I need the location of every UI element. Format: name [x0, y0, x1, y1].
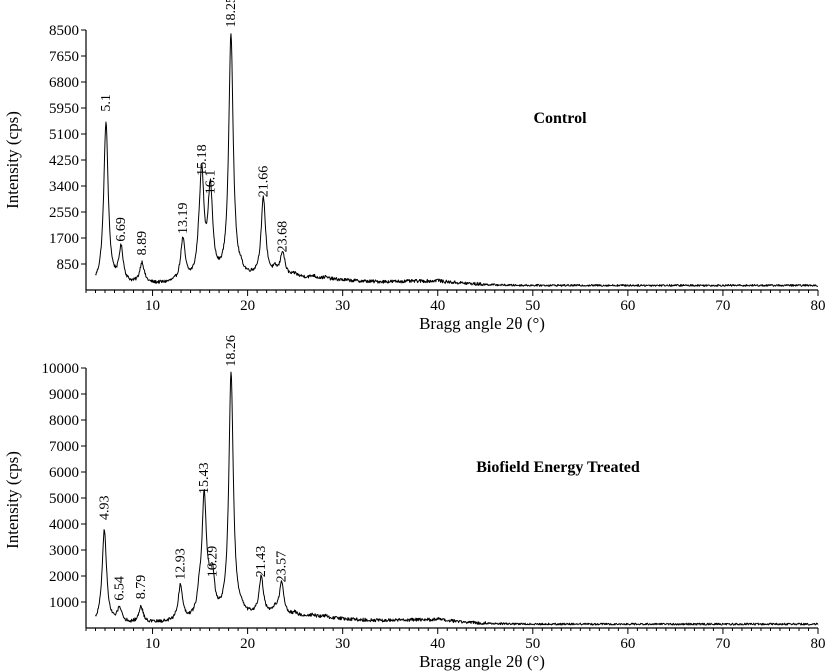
y-tick-label: 9000 [49, 387, 79, 403]
x-tick-label: 30 [335, 636, 350, 652]
panel-title: Control [533, 110, 587, 127]
y-tick-label: 4000 [49, 517, 79, 533]
x-axis-title: Bragg angle 2θ (°) [419, 314, 545, 333]
y-tick-label: 8500 [49, 23, 79, 39]
y-tick-label: 3000 [49, 543, 79, 559]
peak-label: 21.43 [254, 546, 269, 578]
peak-label: 23.68 [276, 221, 291, 253]
y-tick-label: 4250 [49, 153, 79, 169]
y-axis-title: Intensity (cps) [3, 111, 22, 209]
x-tick-label: 80 [811, 636, 826, 652]
x-tick-label: 40 [430, 636, 445, 652]
peak-label: 16.29 [205, 546, 220, 578]
y-tick-label: 5950 [49, 101, 79, 117]
x-tick-label: 10 [145, 636, 160, 652]
x-tick-label: 30 [335, 298, 350, 314]
x-tick-label: 60 [620, 636, 635, 652]
chart-panel-control: 10 20 30 40 50 60 70 80 850 1700 2550 3400 4250 5100 5… [3, 0, 826, 333]
y-tick-label: 6800 [49, 75, 79, 91]
y-tick-label: 5000 [49, 491, 79, 507]
x-tick-label: 10 [145, 298, 160, 314]
peak-label: 12.93 [173, 548, 188, 580]
peak-label: 13.19 [176, 203, 191, 235]
peak-label: 23.57 [275, 551, 290, 583]
x-tick-label: 50 [525, 636, 540, 652]
y-tick-label: 5100 [49, 127, 79, 143]
peak-label: 6.54 [113, 576, 128, 601]
peak-label: 18.25 [224, 0, 239, 28]
peak-label: 16.1 [204, 170, 219, 195]
peak-label: 15.18 [195, 144, 210, 176]
x-tick-label: 70 [715, 298, 730, 314]
y-tick-label: 10000 [42, 361, 80, 377]
x-tick-label: 20 [240, 298, 255, 314]
xrd-trace [95, 371, 819, 626]
peak-label: 4.93 [97, 496, 112, 521]
x-tick-label: 70 [715, 636, 730, 652]
peak-label: 18.26 [224, 335, 239, 367]
y-tick-label: 6000 [49, 465, 79, 481]
y-tick-label: 7000 [49, 439, 79, 455]
y-axis-title: Intensity (cps) [3, 451, 22, 549]
chart-panel-treated: 10 20 30 40 50 60 70 80 1000 2000 3000 4000 5000 6000… [3, 335, 826, 671]
peak-label: 8.79 [134, 575, 149, 600]
x-tick-label: 80 [811, 298, 826, 314]
peak-label: 5.1 [99, 94, 114, 112]
x-tick-label: 40 [430, 298, 445, 314]
y-tick-label: 1700 [49, 231, 79, 247]
x-axis-title: Bragg angle 2θ (°) [419, 652, 545, 671]
y-tick-label: 7650 [49, 49, 79, 65]
panel-title: Biofield Energy Treated [476, 459, 640, 476]
peak-label: 15.43 [197, 463, 212, 495]
y-tick-label: 850 [57, 257, 80, 273]
x-tick-label: 50 [525, 298, 540, 314]
y-tick-label: 2000 [49, 569, 79, 585]
peak-label: 6.69 [114, 217, 129, 242]
peak-label: 8.89 [135, 231, 150, 256]
xrd-trace [95, 33, 819, 287]
y-tick-label: 8000 [49, 413, 79, 429]
y-tick-label: 3400 [49, 179, 79, 195]
y-tick-label: 2550 [49, 205, 79, 221]
x-tick-label: 20 [240, 636, 255, 652]
y-tick-label: 1000 [49, 595, 79, 611]
x-tick-label: 60 [620, 298, 635, 314]
peak-label: 21.66 [256, 166, 271, 198]
